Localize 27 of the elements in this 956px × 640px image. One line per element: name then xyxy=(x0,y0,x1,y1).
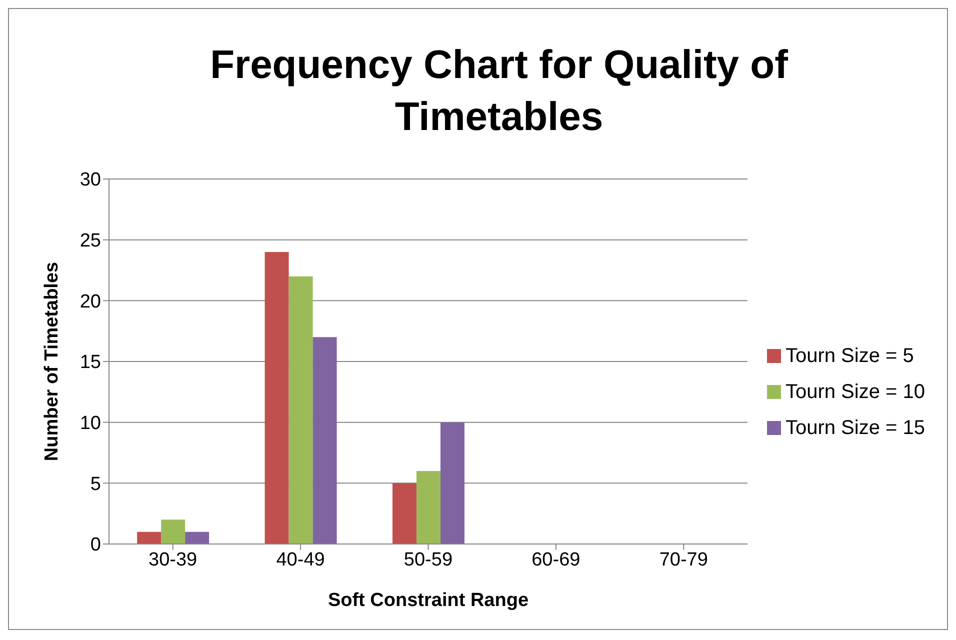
y-tick-label: 0 xyxy=(90,534,101,556)
x-tick-label: 50-59 xyxy=(404,549,453,570)
bar xyxy=(440,422,464,544)
x-tick-label: 60-69 xyxy=(532,549,580,570)
x-tick-label: 40-49 xyxy=(276,549,325,570)
bar xyxy=(137,532,162,544)
y-tick-label: 20 xyxy=(80,291,101,312)
bar xyxy=(312,337,337,544)
x-tick-label: 70-79 xyxy=(659,549,708,570)
x-axis-title: Soft Constraint Range xyxy=(328,590,529,611)
chart-title: Frequency Chart for Quality of Timetables xyxy=(209,42,789,141)
legend-label: Tourn Size = 10 xyxy=(785,380,925,402)
legend-label: Tourn Size = 5 xyxy=(785,344,914,366)
legend-label: Tourn Size = 15 xyxy=(785,416,925,438)
y-tick-label: 10 xyxy=(80,413,101,434)
bar xyxy=(264,252,289,544)
x-tick-label: 30-39 xyxy=(148,549,198,570)
bar xyxy=(288,276,313,544)
bar xyxy=(416,471,440,544)
y-tick-label: 5 xyxy=(90,474,101,495)
bar xyxy=(185,532,210,544)
bar xyxy=(392,483,416,544)
y-tick-label: 30 xyxy=(80,170,101,191)
y-tick-label: 25 xyxy=(80,230,101,252)
y-tick-label: 15 xyxy=(80,352,101,374)
y-axis-title: Number of Timetables xyxy=(42,262,63,462)
bar xyxy=(161,520,186,544)
